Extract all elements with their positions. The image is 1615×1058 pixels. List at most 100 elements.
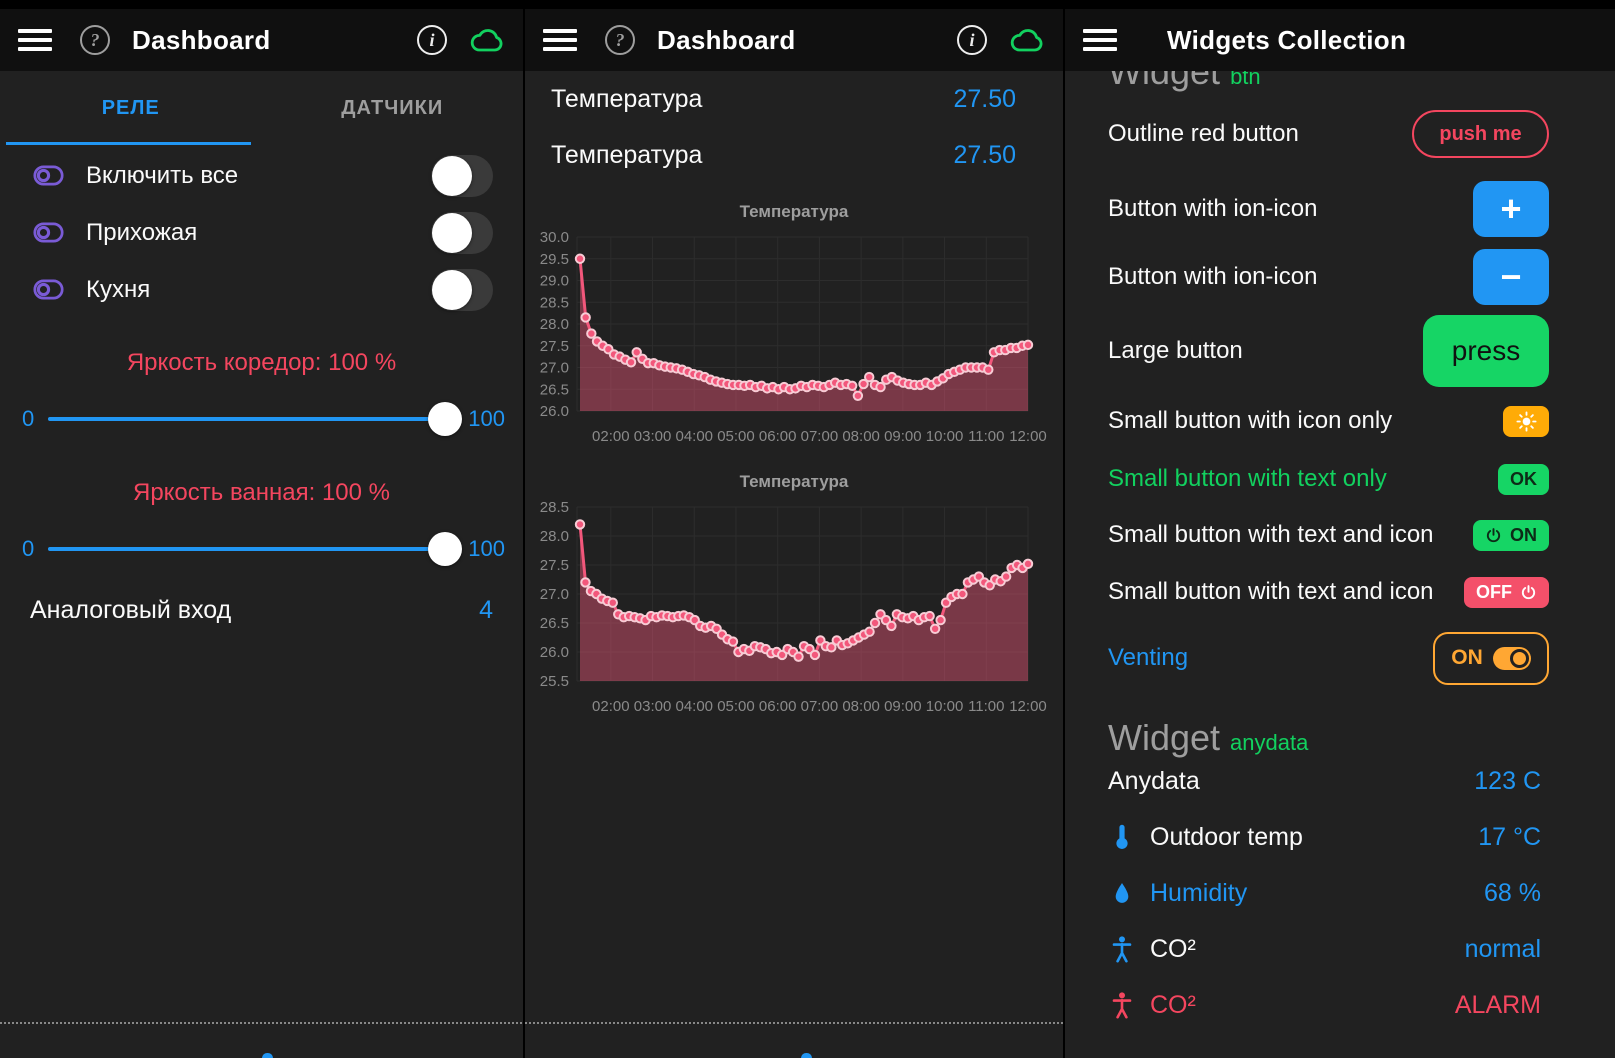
svg-text:09:00: 09:00 [884,428,922,445]
temperature-line-chart[interactable]: 28.5 28.0 27.5 27.0 26.5 26.0 25.5 02:00 03:00 04… [525,495,1061,723]
cloud-status-icon[interactable] [469,27,505,54]
row-label: CO² [1150,990,1196,1019]
row-small-icon-only: Small button with icon only [1065,391,1615,451]
svg-text:09:00: 09:00 [884,698,922,715]
slider-max-label: 100 [468,536,505,561]
analog-input-row: Аналоговый вход 4 [0,582,523,638]
svg-text:06:00: 06:00 [759,428,797,445]
temperature-row-2: Температура 27.50 [525,127,1063,183]
svg-text:07:00: 07:00 [801,428,839,445]
on-label: ON [1510,524,1537,545]
widgets-appbar: Widgets Collection [1065,9,1615,71]
svg-text:08:00: 08:00 [842,698,880,715]
slider-knob[interactable] [428,532,463,566]
cloud-status-icon[interactable] [1009,27,1045,54]
row-value: ALARM [1454,990,1541,1019]
venting-button[interactable]: ON [1433,631,1549,685]
section-heading: Widget btn [1108,71,1261,92]
svg-text:27.5: 27.5 [540,338,569,355]
switch-label: Прихожая [86,218,198,246]
temperature-value: 27.50 [953,140,1016,169]
slider-track[interactable] [48,417,449,421]
plus-icon: + [1500,188,1522,229]
row-label: CO² [1150,934,1196,963]
analog-input-value: 4 [479,595,493,624]
row-outline-red-button: Outline red button push me [1065,93,1615,175]
temperature-value: 27.50 [953,84,1016,113]
row-label: Small button with icon only [1108,407,1393,434]
slider-caption-corridor: Яркость коредор: 100 % [126,349,397,376]
svg-text:12:00: 12:00 [1009,428,1047,445]
slider-min-label: 0 [22,536,35,561]
sun-button[interactable] [1503,405,1549,437]
temperature-line-chart[interactable]: 30.0 29.5 29.0 28.5 28.0 27.5 27.0 26.5 26.0 02:0… [525,225,1061,453]
power-icon [1521,584,1536,599]
body-icon [1108,935,1136,963]
toggle-icon [33,222,64,243]
body-alarm-icon [1108,991,1136,1019]
section-heading-btn-clipped: Widget btn [1065,71,1615,93]
tab-datchiki[interactable]: ДАТЧИКИ [341,96,444,119]
co2-normal-row: CO² normal [1065,921,1615,977]
press-button[interactable]: press [1423,315,1549,387]
on-button[interactable]: ON [1473,519,1549,551]
row-ion-icon-plus: Button with ion-icon + [1065,175,1615,243]
humidity-row: Humidity 68 % [1065,865,1615,921]
switch-label: Включить все [86,161,239,189]
plus-button[interactable]: + [1473,181,1549,237]
slider-bath: 0 100 [0,520,523,578]
row-venting: Venting ON [1065,621,1615,695]
help-icon[interactable]: ? [80,25,110,55]
status-bar [1065,0,1615,9]
svg-text:12:00: 12:00 [1009,698,1047,715]
row-label: Small button with text and icon [1108,521,1434,548]
slider-min-label: 0 [22,406,35,431]
switch-all-control[interactable] [431,154,493,197]
row-label: Large button [1108,337,1243,364]
svg-text:25.5: 25.5 [540,673,569,690]
svg-text:07:00: 07:00 [801,698,839,715]
off-button[interactable]: OFF [1464,576,1549,608]
row-ion-icon-minus: Button with ion-icon − [1065,243,1615,311]
menu-icon[interactable] [18,29,52,51]
status-bar [525,0,1063,9]
slider-knob[interactable] [428,402,463,436]
tab-rele[interactable]: РЕЛЕ [101,96,160,119]
tab-bar: РЕЛЕ ДАТЧИКИ [0,71,523,145]
svg-text:26.0: 26.0 [540,403,569,420]
outdoor-temp-row: Outdoor temp 17 °C [1065,809,1615,865]
row-large-button: Large button press [1065,311,1615,391]
svg-text:26.0: 26.0 [540,644,569,661]
toggle-icon [33,279,64,300]
ok-button[interactable]: OK [1498,463,1549,495]
widgets-list: Widget btn Outline red button push me Bu… [1065,71,1615,1033]
svg-text:29.0: 29.0 [540,273,569,290]
help-icon[interactable]: ? [605,25,635,55]
slider-track[interactable] [48,547,449,551]
sun-icon [1515,410,1537,432]
minus-button[interactable]: − [1473,249,1549,305]
slider-max-label: 100 [468,406,505,431]
peek-icon [262,1053,273,1058]
menu-icon[interactable] [1083,29,1117,51]
menu-icon[interactable] [543,29,577,51]
temperature-label: Температура [551,140,703,169]
power-icon [1486,527,1501,542]
row-label: Outline red button [1108,120,1299,147]
sensors-appbar: ? Dashboard i [525,9,1063,71]
temperature-label: Температура [551,84,703,113]
switch-row-all: Включить все [0,147,523,204]
row-label: Outdoor temp [1150,822,1303,851]
switch-kitchen-control[interactable] [431,268,493,311]
push-me-button[interactable]: push me [1412,110,1549,158]
info-icon[interactable]: i [957,25,987,55]
info-icon[interactable]: i [417,25,447,55]
switch-hallway-control[interactable] [431,211,493,254]
temperature-chart-1: Температура 30.0 29.5 29.0 28.5 28.0 27.5 27.0… [525,199,1063,453]
row-label: Small button with text only [1108,465,1387,492]
row-label: Button with ion-icon [1108,263,1318,290]
relay-list: Включить все Прихожая Кухня Яркость коре… [0,145,523,638]
page-title: Widgets Collection [1167,24,1407,55]
sensors-screen: ? Dashboard i Температура 27.50 Температ… [525,0,1063,1058]
switch-row-hallway: Прихожая [0,204,523,261]
